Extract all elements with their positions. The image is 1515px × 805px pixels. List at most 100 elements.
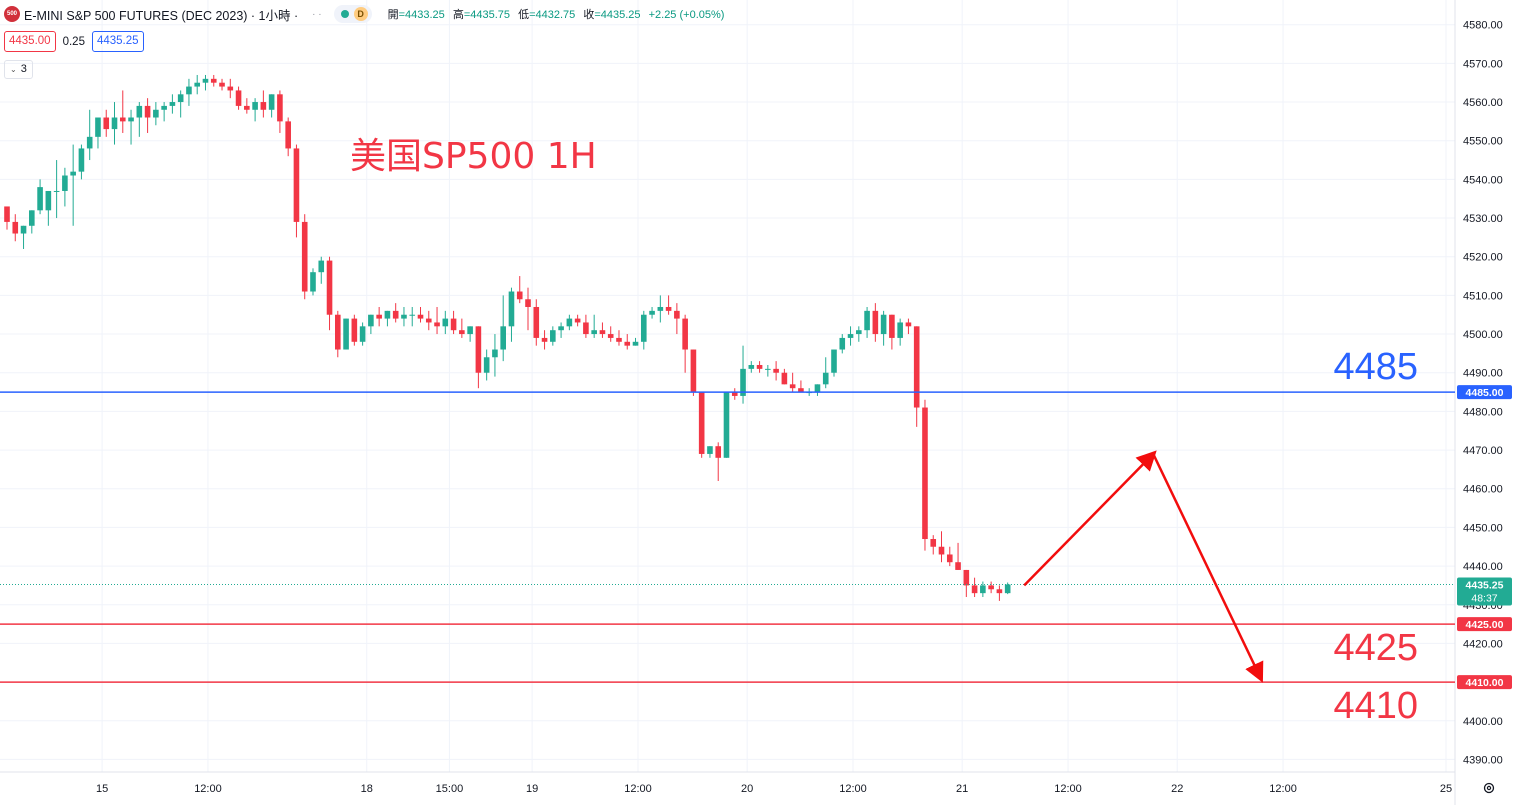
open-label: 開: [387, 9, 399, 21]
candle: [715, 442, 722, 482]
candle-body: [169, 102, 176, 106]
candle: [607, 326, 614, 342]
candle-body: [897, 322, 903, 338]
candle-body: [996, 589, 1003, 594]
candle: [235, 86, 242, 110]
candle: [20, 225, 27, 249]
candle: [541, 330, 548, 350]
candle: [417, 306, 424, 323]
candle: [252, 98, 258, 122]
candle-body: [62, 175, 68, 191]
candle-body: [773, 368, 779, 373]
candle: [698, 392, 705, 458]
y-tick-label: 4580.00: [1463, 20, 1503, 32]
candle: [343, 318, 349, 350]
candle: [169, 94, 176, 114]
candle: [682, 314, 688, 373]
candle: [95, 117, 101, 149]
low-value: =4432.75: [529, 9, 576, 21]
candle: [70, 144, 76, 226]
buy-button[interactable]: 4435.25: [91, 31, 144, 52]
symbol-title[interactable]: E-MINI S&P 500 FUTURES (DEC 2023) · 1小時 …: [24, 8, 299, 23]
y-tick-label: 4530.00: [1463, 213, 1503, 225]
candle: [591, 314, 597, 338]
candle: [963, 569, 970, 598]
candle: [351, 314, 358, 346]
candle: [194, 74, 201, 95]
y-tick-label: 4520.00: [1463, 252, 1503, 264]
y-tick-label: 4390.00: [1463, 754, 1503, 766]
candle: [748, 361, 755, 373]
close-label: 收: [583, 9, 595, 21]
candle-body: [235, 90, 242, 106]
candle: [210, 74, 217, 87]
countdown-label: 48:37: [1471, 592, 1497, 604]
candle-body: [153, 109, 159, 118]
candle: [930, 535, 937, 555]
candle-body: [963, 569, 970, 586]
candle-body: [913, 326, 920, 408]
y-tick-label: 4460.00: [1463, 484, 1503, 496]
candle: [29, 210, 35, 234]
level-price-label: 4425.00: [1466, 619, 1504, 631]
candle: [516, 276, 523, 304]
candle: [988, 581, 994, 594]
candle-body: [591, 330, 597, 335]
candle: [318, 256, 325, 284]
quote-row: 4435.00 0.25 4435.25: [4, 31, 144, 52]
candle-body: [53, 190, 60, 192]
candle: [980, 581, 986, 598]
close-value: =4435.25: [594, 9, 641, 21]
candle: [500, 295, 506, 362]
candle: [285, 117, 291, 157]
candle-body: [674, 310, 680, 319]
candle-body: [244, 105, 250, 110]
y-tick-label: 4570.00: [1463, 58, 1503, 70]
candle: [128, 109, 134, 145]
spread-value: 0.25: [62, 35, 85, 48]
gear-icon[interactable]: [1482, 781, 1496, 795]
candle-body: [37, 187, 43, 211]
indicator-count: 3: [20, 63, 27, 75]
candle-body: [889, 314, 895, 338]
candle-body: [657, 306, 664, 311]
candle: [946, 546, 953, 567]
candle-body: [202, 78, 209, 83]
candle: [632, 337, 639, 346]
high-value: =4435.75: [463, 9, 511, 21]
candle-body: [86, 136, 93, 149]
candle: [566, 314, 573, 331]
candle-body: [880, 314, 887, 335]
candle-body: [723, 392, 730, 458]
symbol-badge-icon[interactable]: 500: [4, 6, 20, 22]
candle: [690, 349, 697, 396]
up-arrow: [1023, 450, 1157, 587]
candle-body: [119, 117, 126, 122]
candle: [822, 357, 829, 389]
candle-body: [326, 260, 333, 315]
chart-title: 美国SP500 1H: [350, 136, 597, 177]
y-tick-label: 4420.00: [1463, 638, 1503, 650]
candle-body: [616, 337, 622, 342]
candle-body: [467, 326, 473, 335]
x-tick-label: 18: [361, 783, 373, 795]
candle: [459, 318, 465, 338]
candle-body: [798, 388, 804, 393]
candle: [53, 160, 60, 219]
indicators-toggle[interactable]: ⌄ 3: [4, 60, 33, 79]
level-annotation: 4425: [1333, 627, 1418, 669]
candle-body: [707, 446, 713, 454]
candle: [335, 310, 341, 358]
separator-dots: · ·: [312, 8, 322, 20]
candle: [525, 287, 531, 331]
candle: [475, 326, 482, 389]
x-tick-label: 15:00: [436, 783, 464, 795]
candle-body: [566, 318, 573, 327]
candle-body: [847, 334, 854, 338]
x-tick-label: 12:00: [1269, 783, 1297, 795]
x-tick-label: 15: [96, 783, 108, 795]
status-pill[interactable]: D: [333, 5, 372, 23]
candle-body: [765, 368, 771, 370]
sell-button[interactable]: 4435.00: [4, 31, 56, 52]
